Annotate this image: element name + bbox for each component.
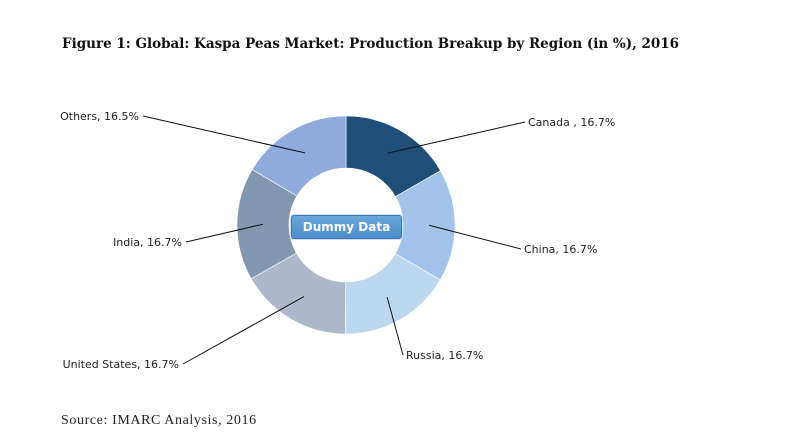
slice-others (251, 115, 347, 197)
leader-line-united-states (182, 296, 305, 365)
label-canada: Canada , 16.7% (528, 116, 615, 129)
leader-line-canada (387, 121, 526, 154)
label-others: Others, 16.5% (60, 110, 139, 123)
leader-line-others (142, 115, 305, 154)
leader-line-india (185, 223, 264, 243)
label-russia: Russia, 16.7% (406, 349, 483, 362)
label-india: India, 16.7% (113, 236, 182, 249)
chart-title: Figure 1: Global: Kaspa Peas Market: Pro… (62, 36, 680, 52)
slice-labels: Canada , 16.7% China, 16.7% Russia, 16.7% U… (60, 110, 615, 371)
leader-line-russia (386, 296, 404, 356)
dummy-data-watermark: Dummy Data (291, 215, 402, 239)
label-united-states: United States, 16.7% (63, 358, 179, 371)
leader-lines (142, 115, 526, 365)
source-note: Source: IMARC Analysis, 2016 (61, 413, 257, 428)
donut-slices (236, 115, 456, 335)
label-china: China, 16.7% (524, 243, 597, 256)
leader-line-china (428, 224, 522, 250)
